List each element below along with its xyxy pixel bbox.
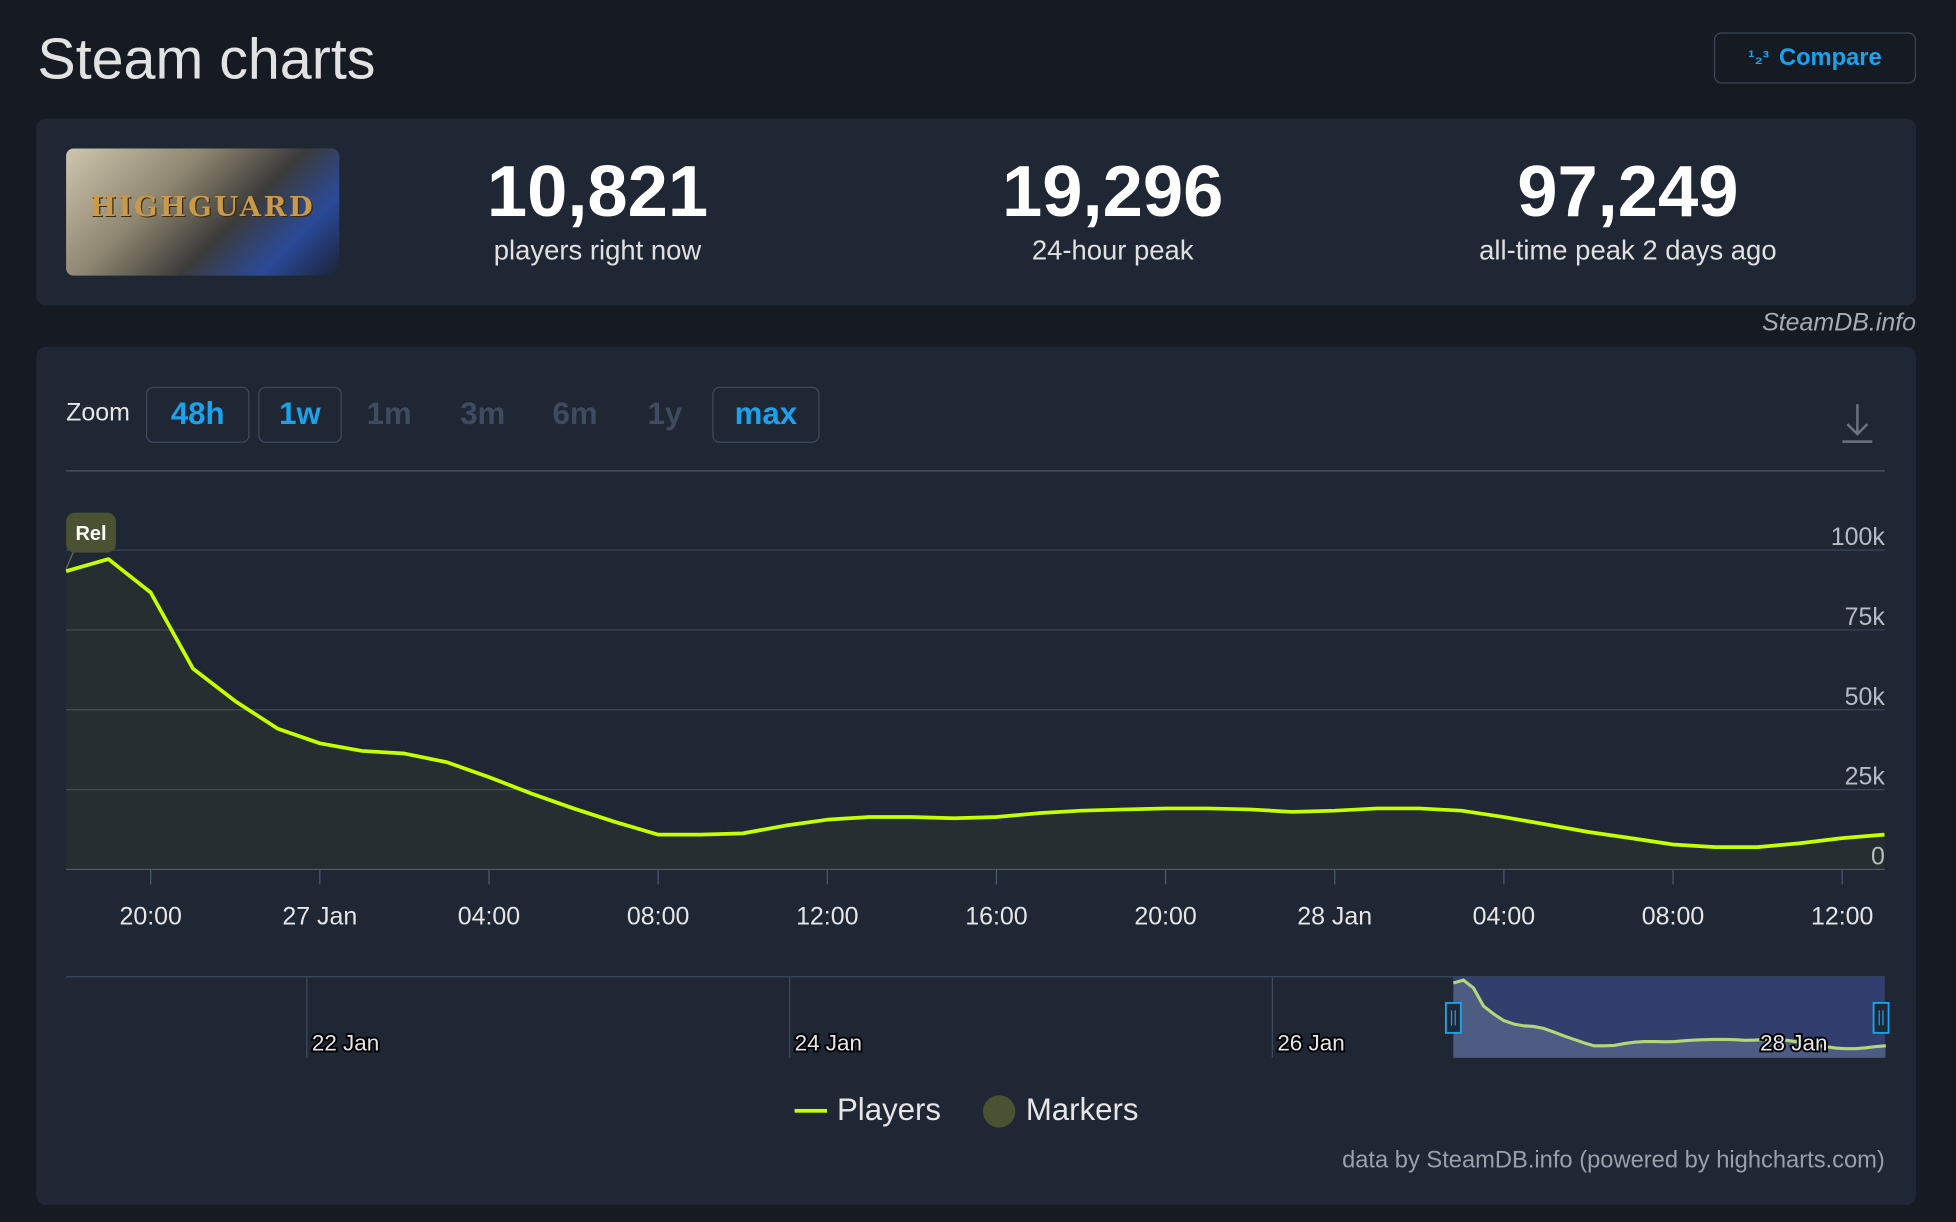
x-tick-label: 12:00 [1811, 902, 1873, 930]
zoom-48h-button[interactable]: 48h [145, 386, 250, 443]
stat-label: players right now [493, 234, 702, 266]
release-marker [66, 512, 117, 553]
handle-box [1444, 1001, 1462, 1034]
navigator-left-handle[interactable] [1444, 1001, 1462, 1034]
navigator-line [1452, 978, 1886, 1051]
x-tick-label: 20:00 [1134, 902, 1196, 930]
x-tick-label: 08:00 [1642, 902, 1704, 930]
zoom-1y-button: 1y [647, 396, 683, 432]
legend-markers[interactable]: Markers [1025, 1092, 1139, 1128]
zoom-6m-button: 6m [552, 396, 598, 432]
stat-label: 24-hour peak [1031, 234, 1194, 266]
y-tick-label: 75k [1845, 603, 1886, 631]
y-tick-label: 100k [1831, 523, 1886, 551]
players-area [66, 559, 1885, 870]
handle-grip-icon [1450, 1010, 1456, 1026]
compare-label: Compare [1778, 44, 1882, 71]
stat-value: 97,249 [1517, 150, 1739, 233]
handle-grip-icon [1878, 1010, 1884, 1026]
navigator-area [1453, 980, 1886, 1058]
marker-connector [65, 551, 75, 570]
page-title: Steam charts [37, 26, 376, 92]
players-legend-line-icon [794, 1108, 828, 1113]
stat-value: 10,821 [486, 150, 709, 233]
navigator-tick-label: 28 Jan [1760, 1030, 1827, 1055]
legend-players[interactable]: Players [837, 1092, 942, 1128]
stat-24h-peak: 19,296 24-hour peak [901, 150, 1325, 267]
download-icon[interactable] [1841, 402, 1873, 444]
stats-panel: HIGHGUARD 10,821 players right now 19,296… [36, 118, 1917, 306]
steamdb-credit[interactable]: SteamDB.info [1762, 309, 1917, 337]
compare-button[interactable]: ¹₂³ Compare [1713, 32, 1917, 84]
chart-legend: Players Markers [794, 1092, 1139, 1129]
chart-credits[interactable]: data by SteamDB.info (powered by highcha… [1342, 1147, 1885, 1174]
zoom-1m-button: 1m [366, 396, 412, 432]
x-tick-label: 16:00 [965, 902, 1027, 930]
stat-value: 19,296 [1002, 150, 1224, 233]
x-tick-label: 04:00 [458, 902, 520, 930]
y-tick-label: 25k [1845, 763, 1886, 791]
players-line [65, 557, 1885, 849]
x-tick-label: 20:00 [119, 902, 181, 930]
y-tick-label: 0 [1871, 842, 1885, 870]
zoom-3m-button: 3m [460, 396, 506, 432]
x-tick-label: 12:00 [796, 902, 858, 930]
stat-label: all-time peak 2 days ago [1479, 234, 1777, 266]
handle-box [1872, 1001, 1890, 1034]
x-tick-label: 04:00 [1473, 902, 1535, 930]
toolbar-divider [66, 470, 1885, 472]
x-tick-label: 28 Jan [1297, 902, 1372, 930]
stat-all-time-peak: 97,249 all-time peak 2 days ago [1416, 150, 1840, 267]
game-cover-image[interactable]: HIGHGUARD [66, 148, 340, 276]
release-marker-label: Rel [76, 523, 107, 545]
navigator-right-handle[interactable] [1872, 1001, 1890, 1034]
zoom-max-button[interactable]: max [712, 386, 820, 443]
navigator-tick-label: 24 Jan [795, 1030, 862, 1055]
x-tick-label: 08:00 [627, 902, 689, 930]
game-logo: HIGHGUARD [90, 190, 316, 224]
navigator-tick-label: 22 Jan [312, 1030, 379, 1055]
stat-current: 10,821 players right now [385, 150, 809, 267]
navigator-tick-label: 26 Jan [1277, 1030, 1344, 1055]
chart-panel: Zoom 48h 1w 1m 3m 6m 1y max Players Mark… [36, 346, 1917, 1205]
zoom-1w-button[interactable]: 1w [258, 386, 342, 443]
zoom-label: Zoom [66, 399, 130, 427]
x-tick-label: 27 Jan [282, 902, 357, 930]
markers-legend-dot-icon [983, 1094, 1016, 1128]
y-tick-label: 50k [1845, 683, 1886, 711]
sort-numeric-icon: ¹₂³ [1748, 47, 1769, 69]
